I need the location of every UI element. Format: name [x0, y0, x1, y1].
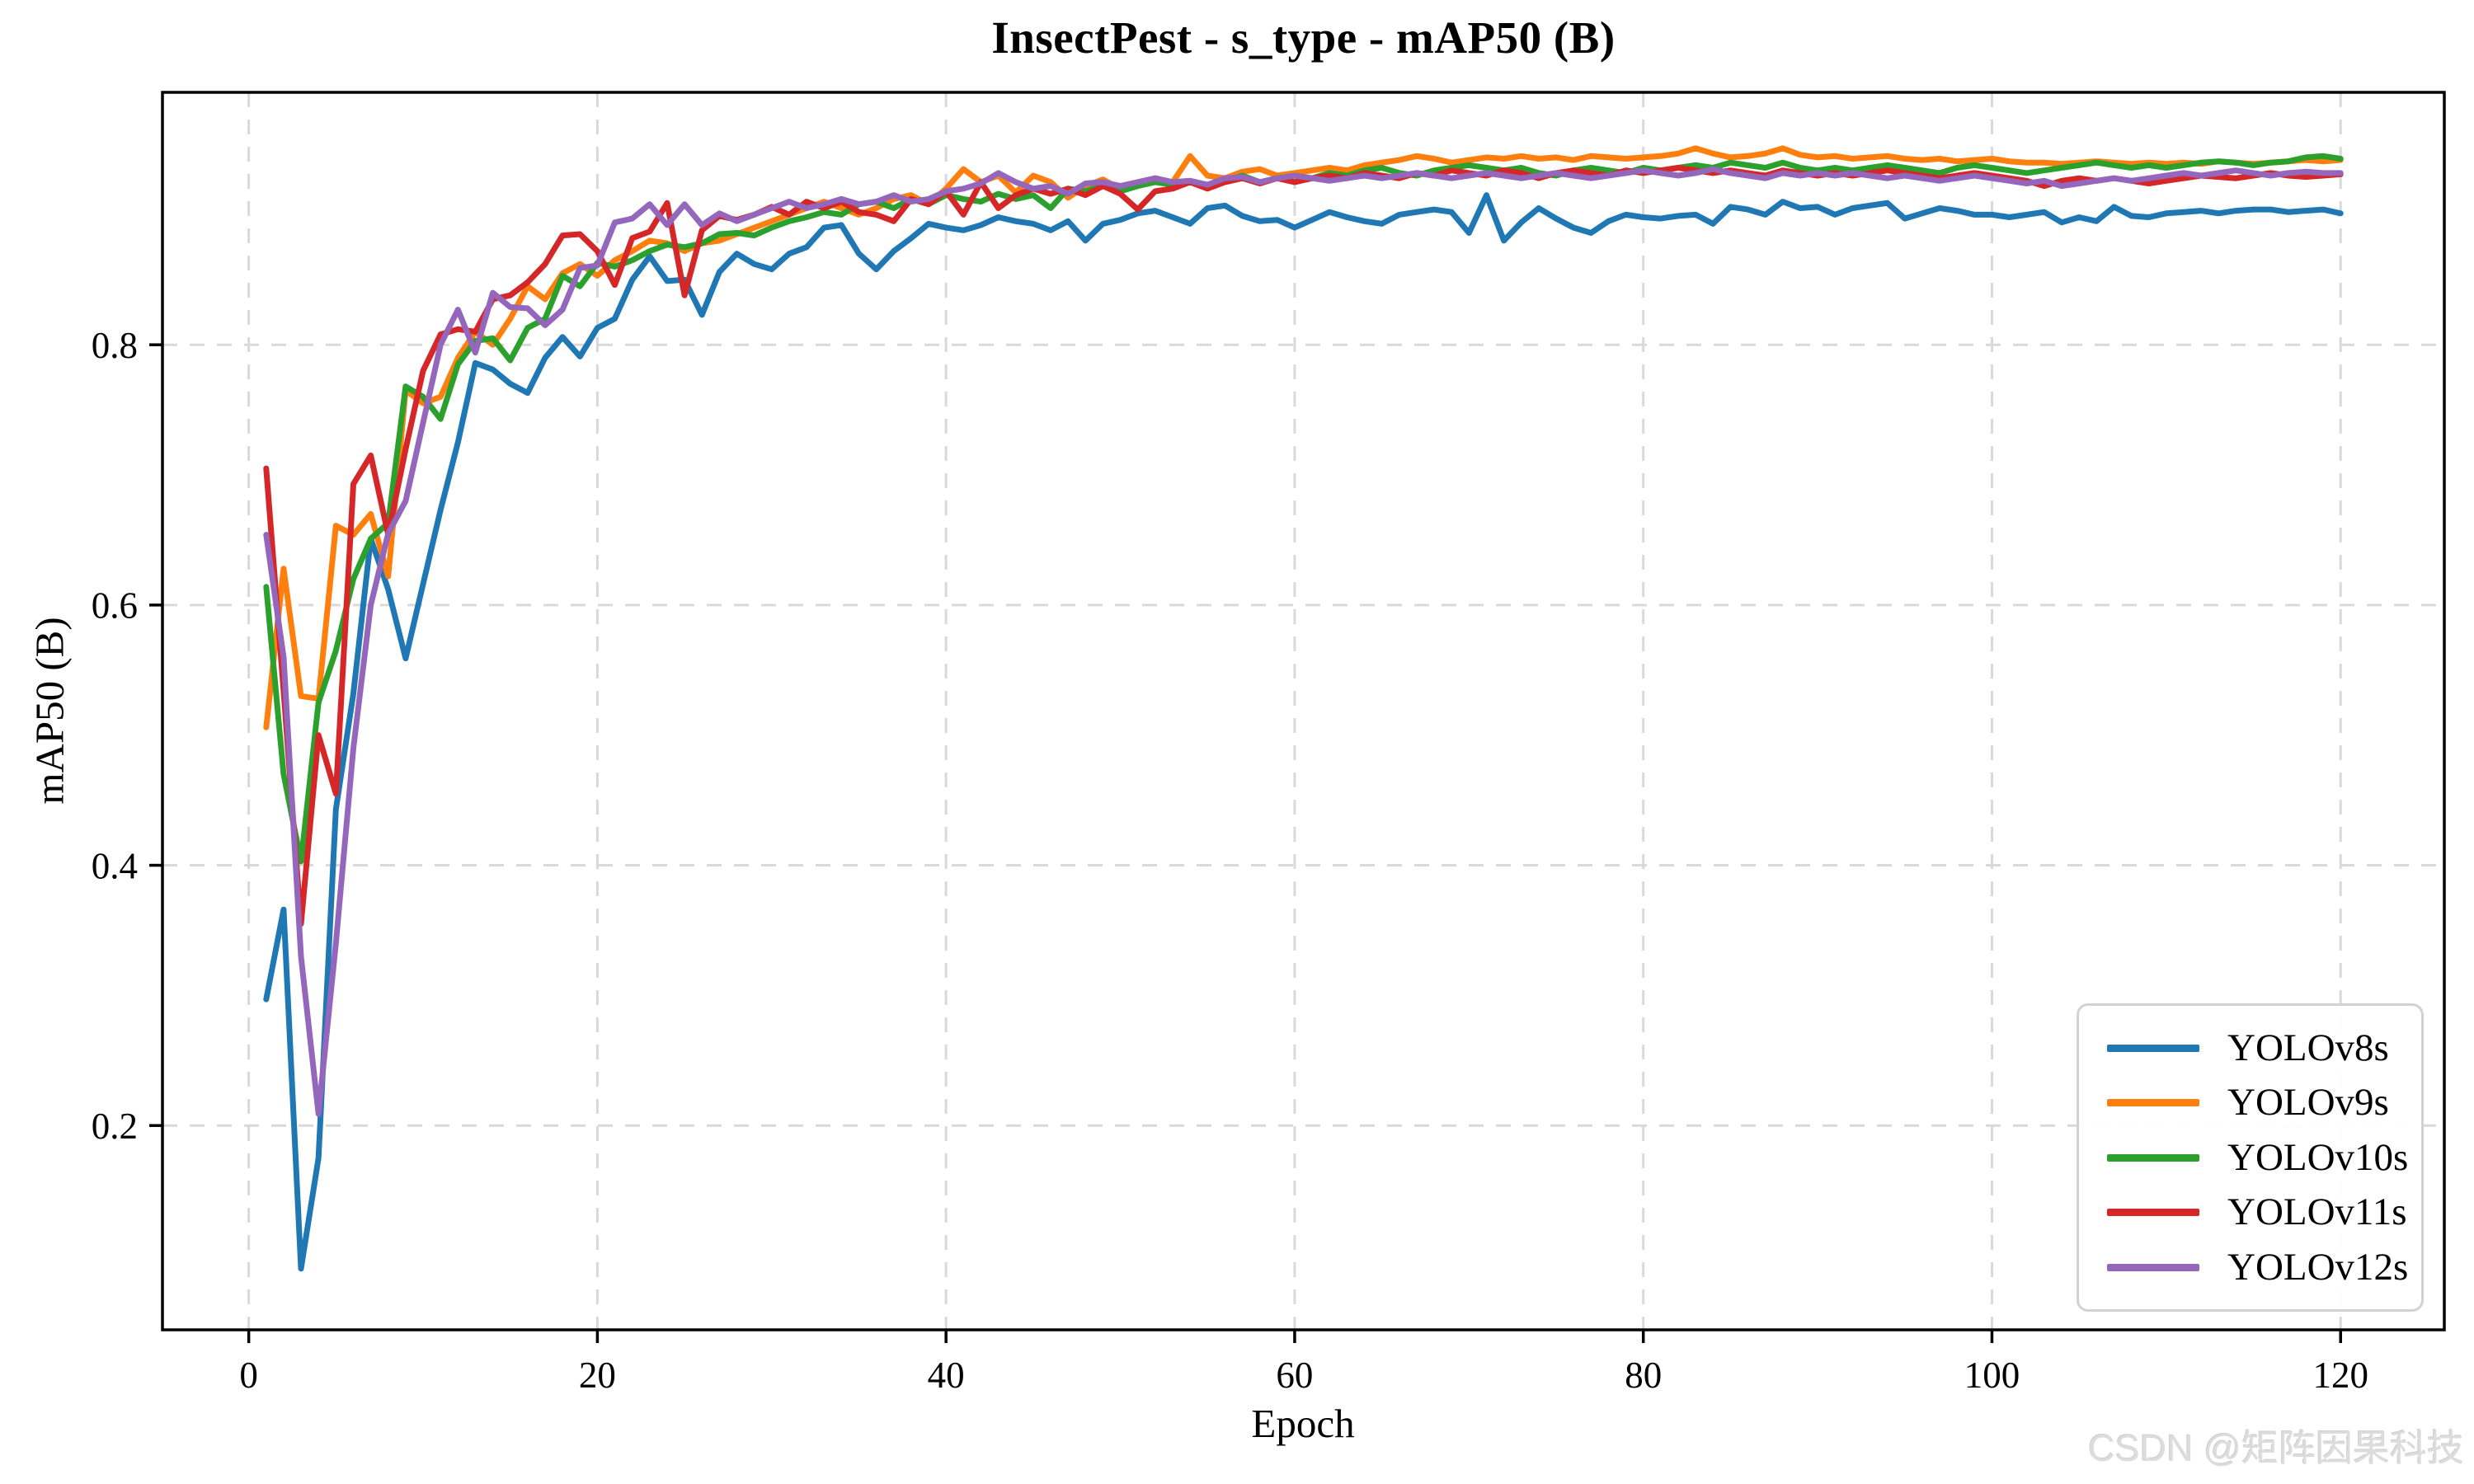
legend-line-swatch: [2107, 1099, 2199, 1106]
axes-frame: [161, 91, 2446, 1331]
x-tick-label: 120: [2312, 1355, 2368, 1396]
y-tick-label: 0.4: [92, 845, 138, 886]
legend-line-swatch: [2107, 1153, 2199, 1162]
x-tick-label: 40: [928, 1355, 965, 1396]
watermark: CSDN @矩阵因果科技: [2088, 1427, 2464, 1469]
legend-item-YOLOv11s: YOLOv11s: [2107, 1193, 2415, 1232]
legend-line-swatch: [2107, 1209, 2199, 1216]
y-axis-label: mAP50 (B): [26, 617, 73, 805]
series-line-YOLOv9s: [263, 145, 2344, 730]
series-line-YOLOv8s: [263, 192, 2344, 1272]
series-line-YOLOv10s: [263, 153, 2344, 865]
x-axis-label: Epoch: [1251, 1401, 1355, 1446]
legend-item-YOLOv10s: YOLOv10s: [2107, 1135, 2415, 1179]
legend-label: YOLOv10s: [2227, 1135, 2409, 1179]
legend: YOLOv8s YOLOv9s YOLOv10s YOLOv11s YOLOv12s: [2077, 1003, 2424, 1312]
legend-label: YOLOv11s: [2227, 1190, 2407, 1233]
legend-item-YOLOv9s: YOLOv9s: [2107, 1083, 2415, 1122]
x-tick-label: 80: [1625, 1355, 1662, 1396]
legend-line-swatch: [2107, 1044, 2199, 1052]
legend-item-YOLOv12s: YOLOv12s: [2107, 1245, 2415, 1289]
legend-label: YOLOv8s: [2227, 1026, 2389, 1069]
legend-item-YOLOv8s: YOLOv8s: [2107, 1026, 2415, 1069]
x-tick-label: 100: [1964, 1355, 2020, 1396]
legend-label: YOLOv12s: [2227, 1245, 2409, 1289]
page-title: InsectPest - s_type - mAP50 (B): [991, 12, 1616, 63]
y-tick-label: 0.6: [92, 585, 138, 627]
x-tick-label: 60: [1276, 1355, 1313, 1396]
legend-label: YOLOv9s: [2227, 1081, 2389, 1124]
legend-line-swatch: [2107, 1263, 2199, 1271]
x-tick-label: 20: [579, 1355, 616, 1396]
x-tick-label: 0: [239, 1355, 258, 1396]
y-tick-label: 0.8: [92, 325, 138, 366]
series-line-YOLOv12s: [263, 166, 2344, 1117]
y-tick-label: 0.2: [92, 1106, 138, 1147]
